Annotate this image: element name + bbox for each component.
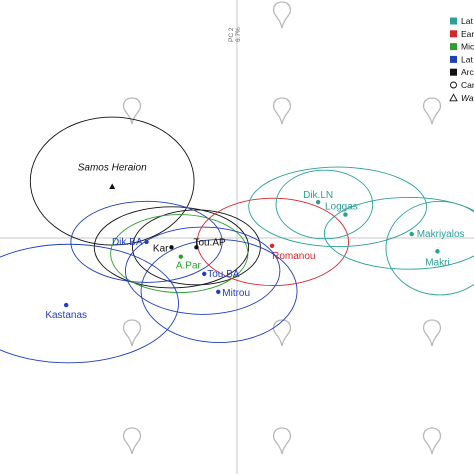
point-tou-ap bbox=[194, 245, 199, 250]
confidence-ellipse-tou-ba bbox=[125, 226, 281, 315]
point-a-par bbox=[178, 254, 184, 259]
legend-marker-1 bbox=[450, 30, 457, 38]
point-label-dik-ba: Dik.BA bbox=[112, 237, 143, 248]
point-kastanas bbox=[63, 302, 69, 308]
point-tou-ba bbox=[202, 271, 207, 277]
point-dik-ln bbox=[315, 199, 321, 205]
legend-marker-4 bbox=[450, 68, 457, 76]
legend-label-6: Wa bbox=[461, 93, 474, 103]
legend-label-2: Mic bbox=[461, 42, 474, 52]
legend-label-4: Arc bbox=[461, 67, 474, 77]
point-label-tou-ba: Tou.BA bbox=[207, 269, 240, 280]
point-label-romanou: Romanou bbox=[272, 251, 315, 262]
point-romanou bbox=[269, 243, 275, 248]
point-makri bbox=[435, 249, 440, 254]
label-layer: Samos Heraion Dik.BA Kar A.Par Tou.AP Tou.BA M… bbox=[45, 163, 464, 322]
confidence-ellipse-kar bbox=[93, 206, 250, 289]
point-label-makri: Makri bbox=[425, 257, 449, 268]
confidence-ellipse-mitrou bbox=[140, 239, 298, 343]
legend: Lat Ear Mic Lat Arc Car Wa bbox=[449, 16, 474, 103]
confidence-ellipse-samos-heraion bbox=[29, 116, 195, 246]
point-makriyalos bbox=[409, 231, 414, 237]
confidence-ellipse-a-par bbox=[110, 214, 249, 294]
confidence-ellipse-makri bbox=[385, 200, 474, 296]
point-label-makriyalos: Makriyalos bbox=[417, 229, 465, 240]
y-axis-label: PC 2 6.7% bbox=[228, 27, 242, 42]
ellipse-layer bbox=[0, 116, 474, 364]
point-label-a-par: A.Par bbox=[176, 261, 202, 272]
legend-marker-5 bbox=[450, 81, 457, 89]
y-axis-title: PC 2 bbox=[228, 27, 235, 42]
point-label-mitrou: Mitrou bbox=[222, 288, 250, 299]
point-label-loggas: Loggas bbox=[325, 202, 358, 213]
point-loggas bbox=[343, 212, 348, 217]
legend-marker-3 bbox=[450, 55, 457, 63]
point-label-kastanas: Kastanas bbox=[45, 310, 87, 321]
point-dik-ba bbox=[144, 239, 149, 245]
point-kar bbox=[169, 245, 174, 250]
confidence-ellipse-dik-ln bbox=[275, 169, 374, 240]
y-axis-detail: 6.7% bbox=[235, 27, 242, 42]
legend-label-5: Car bbox=[461, 80, 474, 90]
legend-label-0: Lat bbox=[461, 16, 473, 26]
confidence-ellipse-dik-ba bbox=[70, 200, 223, 283]
confidence-ellipse-kastanas bbox=[0, 243, 179, 364]
background-watermark bbox=[122, 1, 442, 455]
legend-marker-0 bbox=[450, 17, 457, 25]
confidence-ellipse-romanou bbox=[196, 197, 349, 287]
point-label-dik-ln: Dik.LN bbox=[303, 190, 333, 201]
legend-marker-6 bbox=[449, 93, 458, 102]
legend-marker-2 bbox=[450, 43, 457, 51]
point-label-tou-ap: Tou.AP bbox=[193, 237, 226, 248]
point-label-samos-heraion: Samos Heraion bbox=[78, 163, 147, 174]
point-label-kar: Kar bbox=[153, 243, 169, 254]
point-layer bbox=[63, 183, 440, 308]
point-samos-heraion bbox=[109, 183, 116, 190]
y-axis-label-text: PC 2 bbox=[228, 27, 235, 42]
point-mitrou bbox=[216, 289, 221, 295]
legend-label-1: Ear bbox=[461, 29, 474, 39]
confidence-ellipse-makriyalos bbox=[323, 197, 474, 270]
confidence-ellipse-loggas bbox=[248, 166, 427, 248]
legend-label-3: Lat bbox=[461, 54, 473, 64]
